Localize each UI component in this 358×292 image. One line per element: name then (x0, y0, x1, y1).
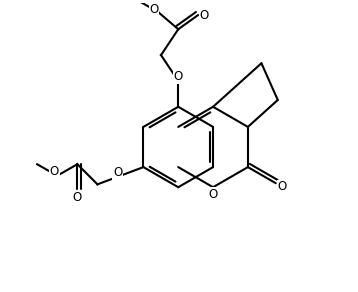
Text: O: O (50, 165, 59, 178)
Text: O: O (199, 8, 208, 22)
Text: O: O (174, 70, 183, 83)
Text: O: O (113, 166, 122, 179)
Text: O: O (277, 180, 287, 193)
Text: O: O (73, 191, 82, 204)
Text: O: O (149, 3, 159, 16)
Text: O: O (208, 188, 218, 201)
